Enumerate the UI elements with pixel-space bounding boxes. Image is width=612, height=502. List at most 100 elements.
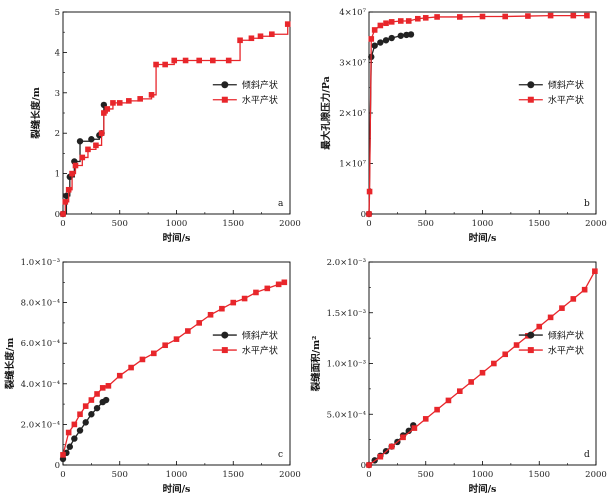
series-horizontal-point	[225, 57, 232, 64]
series-horizontal-point	[182, 57, 189, 64]
series-inclined-point	[88, 411, 95, 418]
x-tick-label: 0	[366, 470, 371, 480]
series-inclined-point	[377, 39, 384, 46]
series-horizontal-point	[284, 21, 291, 27]
series-horizontal-point	[173, 336, 180, 342]
series-horizontal-point	[153, 61, 159, 68]
series-inclined-point	[88, 136, 95, 143]
series-horizontal-point	[139, 356, 146, 363]
series-horizontal-point	[366, 462, 372, 468]
y-tick-label: 2×10⁷	[339, 109, 366, 119]
y-tick-label: 3	[55, 89, 60, 99]
series-horizontal-point	[101, 110, 107, 116]
series-inclined-point	[371, 42, 378, 49]
series-inclined-point	[76, 138, 84, 145]
x-tick-label: 0	[60, 470, 65, 480]
series-horizontal-point	[547, 12, 554, 19]
series-horizontal-point	[397, 18, 404, 24]
x-tick-label: 500	[112, 219, 128, 229]
series-horizontal-point	[253, 289, 259, 296]
series-horizontal-point	[116, 100, 123, 106]
series-horizontal-point	[110, 100, 116, 106]
x-tick-label: 1000	[166, 219, 188, 229]
y-tick-label: 1	[55, 170, 60, 180]
series-horizontal-point	[479, 369, 486, 376]
series-horizontal-point	[411, 425, 418, 431]
y-axis-label: 裂缝长度/m	[4, 338, 16, 391]
series-horizontal-point	[457, 14, 463, 20]
series-inclined-line	[368, 33, 412, 215]
x-tick-label: 2000	[585, 219, 607, 229]
y-axis-label: 裂缝长度/m	[30, 87, 42, 140]
series-inclined-point	[102, 396, 110, 404]
series-horizontal-point	[388, 19, 395, 25]
series-horizontal-point	[368, 36, 375, 42]
series-horizontal-point	[126, 98, 132, 104]
series-horizontal-point	[162, 342, 168, 349]
series-horizontal-point	[366, 211, 372, 217]
series-horizontal-point	[219, 305, 225, 312]
series-horizontal-point	[570, 296, 577, 302]
series-inclined-point	[407, 31, 415, 38]
series-horizontal-point	[93, 142, 99, 149]
panel-letter: a	[278, 199, 284, 209]
legend-label: 倾斜产状	[548, 79, 584, 91]
series-horizontal-point	[434, 14, 440, 20]
series-horizontal-point	[400, 434, 406, 441]
x-tick-label: 0	[366, 219, 371, 229]
series-horizontal-point	[210, 57, 216, 64]
series-horizontal-point	[264, 285, 271, 292]
series-horizontal-point	[445, 397, 452, 404]
x-axis-label: 时间/s	[469, 483, 497, 495]
series-horizontal-point	[457, 388, 463, 394]
y-tick-label: 8.0×10⁻⁴	[21, 299, 61, 309]
series-horizontal-point	[275, 281, 282, 288]
series-horizontal-point	[72, 162, 79, 169]
y-axis-label: 最大孔隙压力/Pa	[320, 76, 332, 150]
series-horizontal-point	[79, 154, 86, 161]
y-tick-label: 4×10⁷	[339, 8, 366, 18]
series-horizontal-point	[230, 299, 237, 306]
series-horizontal-point	[128, 364, 134, 371]
panel-letter: d	[584, 450, 590, 460]
series-horizontal-point	[85, 146, 91, 153]
series-inclined-point	[66, 443, 74, 450]
series-horizontal-point	[377, 453, 384, 460]
series-inclined-point	[76, 427, 84, 434]
x-tick-label: 1000	[472, 470, 494, 480]
y-tick-label: 6.0×10⁻⁴	[21, 339, 61, 349]
y-tick-label: 0	[361, 210, 366, 220]
series-horizontal-line	[62, 281, 285, 456]
x-tick-label: 1500	[222, 470, 244, 480]
panel-letter: b	[584, 199, 590, 209]
series-horizontal-point	[116, 372, 123, 379]
series-horizontal-point	[94, 391, 100, 397]
legend-label: 倾斜产状	[548, 330, 584, 342]
y-tick-label: 2.0×10⁻³	[327, 258, 366, 268]
series-horizontal-point	[422, 15, 429, 21]
series-horizontal-point	[415, 15, 421, 22]
series-horizontal-point	[82, 403, 89, 409]
series-horizontal-point	[468, 379, 474, 385]
y-tick-label: 4.0×10⁻⁴	[21, 380, 61, 390]
plot-frame	[62, 11, 291, 215]
series-horizontal-point	[137, 96, 143, 102]
series-horizontal-point	[434, 406, 440, 413]
x-tick-label: 1500	[222, 219, 244, 229]
y-axis-label: 裂缝面积/m²	[310, 336, 322, 393]
series-horizontal-point	[162, 61, 168, 68]
y-tick-label: 1.5×10⁻³	[327, 309, 366, 319]
y-tick-label: 5	[55, 8, 60, 18]
series-horizontal-point	[570, 12, 577, 19]
series-horizontal-point	[513, 342, 520, 348]
series-horizontal-point	[151, 350, 157, 357]
series-inclined-point	[82, 419, 89, 426]
legend-label: 倾斜产状	[242, 79, 278, 91]
legend-label: 水平产状	[242, 345, 278, 357]
series-horizontal-point	[388, 443, 395, 450]
y-tick-label: 2.0×10⁻⁴	[21, 420, 61, 430]
panel-d: 0 500 1000 1500 2000 0 5.0×10⁻⁴ 1.0×10⁻³ 1.5×10⁻…	[310, 258, 607, 495]
